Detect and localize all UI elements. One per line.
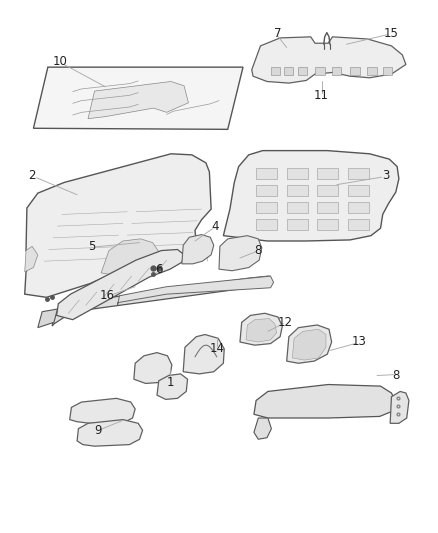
Polygon shape bbox=[256, 219, 277, 230]
Polygon shape bbox=[38, 309, 57, 328]
Polygon shape bbox=[57, 249, 184, 320]
Text: 8: 8 bbox=[254, 244, 262, 257]
Polygon shape bbox=[271, 67, 280, 75]
Polygon shape bbox=[348, 219, 369, 230]
Text: 4: 4 bbox=[211, 220, 219, 233]
Polygon shape bbox=[348, 167, 369, 179]
Polygon shape bbox=[256, 201, 277, 213]
Polygon shape bbox=[292, 329, 326, 360]
Text: 3: 3 bbox=[382, 168, 389, 182]
Polygon shape bbox=[118, 276, 274, 305]
Polygon shape bbox=[256, 184, 277, 196]
Polygon shape bbox=[25, 246, 38, 272]
Polygon shape bbox=[256, 167, 277, 179]
Polygon shape bbox=[383, 67, 392, 75]
Polygon shape bbox=[287, 219, 307, 230]
Polygon shape bbox=[287, 325, 332, 364]
Text: 7: 7 bbox=[274, 27, 282, 40]
Text: 14: 14 bbox=[209, 342, 224, 356]
Polygon shape bbox=[134, 353, 172, 383]
Polygon shape bbox=[219, 236, 262, 271]
Text: 2: 2 bbox=[28, 168, 36, 182]
Polygon shape bbox=[348, 201, 369, 213]
Polygon shape bbox=[254, 418, 272, 439]
Polygon shape bbox=[77, 419, 143, 446]
Polygon shape bbox=[317, 167, 338, 179]
Polygon shape bbox=[70, 398, 135, 423]
Polygon shape bbox=[240, 313, 283, 345]
Polygon shape bbox=[252, 37, 406, 83]
Text: 6: 6 bbox=[155, 263, 162, 276]
Polygon shape bbox=[317, 201, 338, 213]
Text: 9: 9 bbox=[94, 424, 101, 437]
Polygon shape bbox=[332, 67, 341, 75]
Polygon shape bbox=[350, 67, 360, 75]
Polygon shape bbox=[317, 184, 338, 196]
Polygon shape bbox=[25, 154, 211, 297]
Polygon shape bbox=[101, 239, 159, 275]
Polygon shape bbox=[254, 384, 396, 418]
Text: 5: 5 bbox=[88, 240, 95, 253]
Polygon shape bbox=[88, 82, 188, 119]
Text: 1: 1 bbox=[166, 376, 174, 389]
Polygon shape bbox=[52, 276, 271, 326]
Polygon shape bbox=[390, 391, 409, 423]
Text: 10: 10 bbox=[52, 55, 67, 68]
Polygon shape bbox=[246, 319, 277, 342]
Polygon shape bbox=[317, 219, 338, 230]
Text: 16: 16 bbox=[100, 289, 115, 302]
Polygon shape bbox=[157, 374, 187, 399]
Polygon shape bbox=[182, 235, 214, 264]
Polygon shape bbox=[348, 184, 369, 196]
Text: 13: 13 bbox=[352, 335, 367, 349]
Polygon shape bbox=[315, 67, 325, 75]
Polygon shape bbox=[297, 67, 307, 75]
Polygon shape bbox=[33, 67, 243, 130]
Text: 15: 15 bbox=[384, 27, 399, 40]
Polygon shape bbox=[287, 201, 307, 213]
Text: 11: 11 bbox=[314, 89, 329, 102]
Text: 12: 12 bbox=[278, 316, 293, 329]
Text: 8: 8 bbox=[392, 369, 399, 382]
Polygon shape bbox=[223, 151, 399, 241]
Polygon shape bbox=[284, 67, 293, 75]
Polygon shape bbox=[287, 167, 307, 179]
Polygon shape bbox=[367, 67, 377, 75]
Polygon shape bbox=[287, 184, 307, 196]
Polygon shape bbox=[183, 335, 224, 374]
